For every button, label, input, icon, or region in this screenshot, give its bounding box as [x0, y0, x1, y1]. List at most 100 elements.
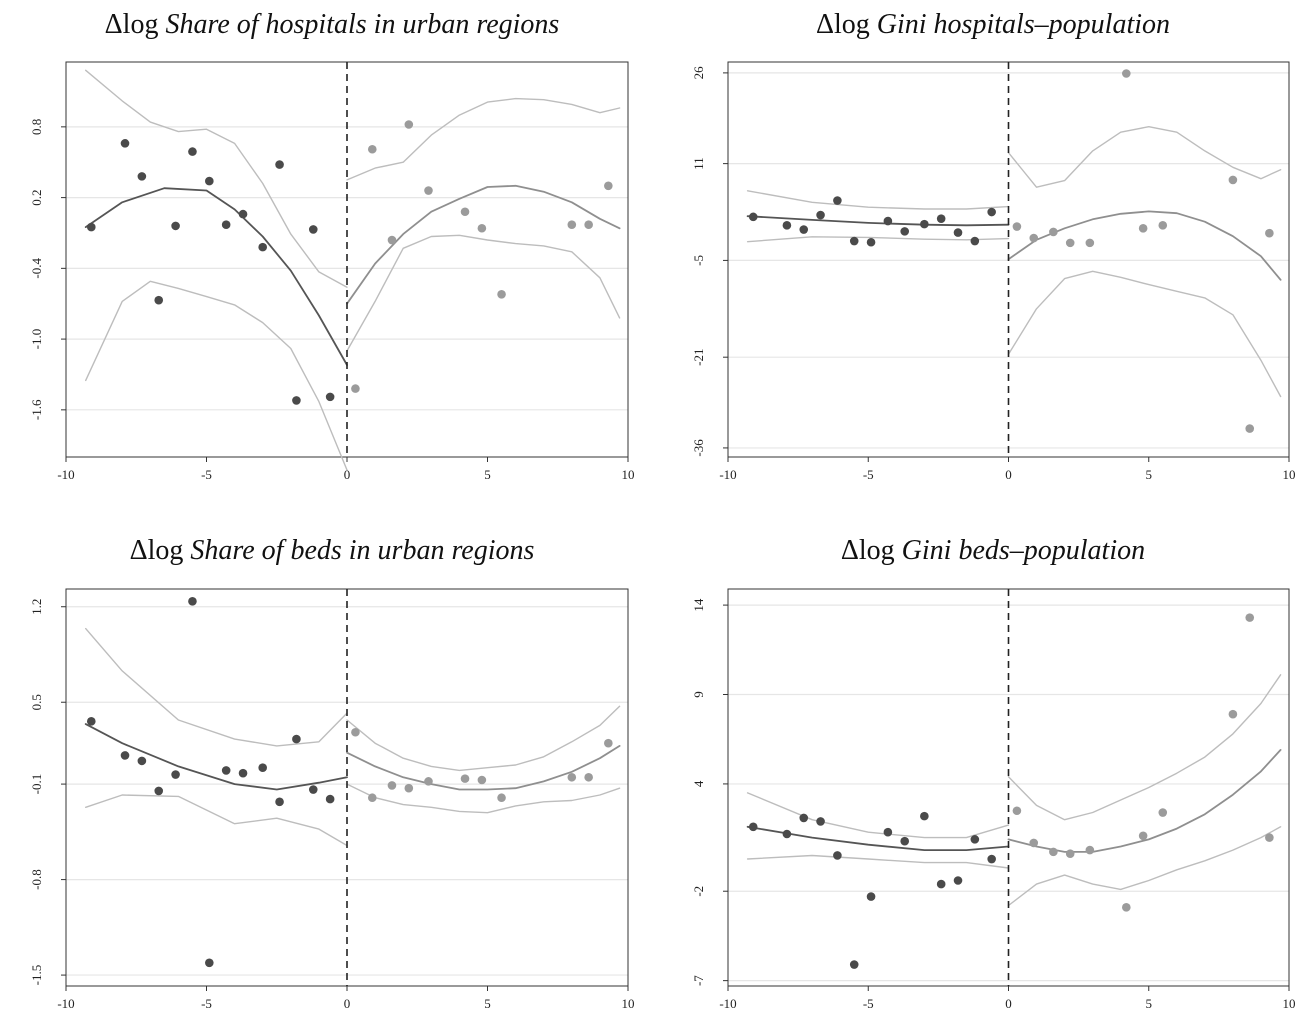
x-tick-label: -5	[201, 467, 212, 482]
data-point-left	[953, 876, 963, 885]
ci-upper-right	[1007, 125, 1282, 188]
fit-line-right	[346, 745, 621, 791]
y-tick-label: -1.5	[29, 965, 44, 986]
data-point-left	[86, 222, 96, 232]
data-point-right	[1012, 222, 1022, 231]
data-point-right	[1245, 424, 1255, 433]
data-point-right	[404, 783, 414, 793]
data-point-left	[883, 827, 893, 837]
data-point-left	[866, 237, 876, 247]
title-variable: Share of beds in urban regions	[190, 535, 534, 566]
data-point-right	[1122, 903, 1131, 912]
data-point-right	[567, 220, 577, 230]
data-point-right	[584, 220, 593, 230]
data-point-left	[833, 851, 842, 860]
title-variable: Share of hospitals in urban regions	[165, 9, 559, 40]
data-point-right	[497, 793, 506, 803]
data-point-left	[86, 717, 96, 726]
x-tick-label: 10	[1283, 996, 1296, 1011]
data-point-right	[424, 186, 433, 195]
chart-title: Δlog Gini beds–population	[841, 535, 1145, 566]
data-point-left	[120, 751, 130, 760]
data-point-right	[367, 793, 377, 803]
data-point-left	[258, 242, 268, 252]
y-tick-label: -5	[691, 255, 706, 266]
title-variable: Gini hospitals–population	[877, 9, 1170, 40]
y-tick-label: -0.4	[29, 258, 44, 279]
data-point-left	[238, 209, 248, 219]
ci-upper-right	[346, 705, 621, 772]
y-tick-label: -36	[691, 439, 706, 457]
data-point-left	[849, 960, 859, 969]
data-point-right	[1085, 238, 1095, 248]
x-tick-label: 0	[344, 467, 351, 482]
y-tick-label: -2	[691, 886, 706, 897]
data-point-left	[936, 214, 946, 223]
data-point-left	[833, 196, 842, 205]
data-point-left	[970, 835, 980, 844]
x-tick-label: 0	[1005, 467, 1012, 482]
x-tick-label: 0	[1005, 996, 1012, 1011]
data-point-right	[1245, 613, 1255, 622]
y-tick-label: -1.6	[29, 399, 44, 420]
y-tick-label: 0.8	[29, 119, 44, 135]
data-point-right	[460, 207, 470, 217]
data-point-right	[567, 772, 577, 782]
data-point-right	[404, 120, 414, 129]
fit-line-right	[1007, 210, 1282, 281]
title-prefix: Δlog	[841, 535, 902, 566]
data-point-left	[816, 817, 825, 826]
data-point-left	[188, 596, 197, 606]
data-point-right	[1065, 238, 1075, 248]
data-point-right	[424, 777, 433, 786]
data-point-left	[258, 763, 268, 773]
data-point-left	[188, 147, 197, 156]
ci-lower-right	[346, 783, 621, 814]
data-point-right	[477, 223, 487, 233]
data-point-right	[604, 181, 613, 191]
ci-lower-left	[84, 794, 348, 847]
data-point-right	[1065, 849, 1075, 858]
chart-title: Δlog Share of beds in urban regions	[130, 535, 535, 566]
data-point-right	[1228, 709, 1238, 719]
data-point-right	[1122, 69, 1131, 78]
data-point-left	[238, 768, 248, 778]
chart-panel-3: Δlog Share of beds in urban regions 1.2 0.…	[29, 535, 635, 1011]
data-point-right	[1158, 221, 1168, 230]
x-tick-label: -5	[201, 996, 212, 1011]
data-point-left	[782, 221, 792, 230]
data-point-left	[748, 822, 758, 832]
x-tick-label: -10	[719, 467, 736, 482]
data-point-left	[953, 228, 963, 237]
data-point-left	[221, 220, 231, 230]
data-point-right	[497, 289, 506, 299]
data-point-right	[477, 775, 487, 785]
chart-title: Δlog Share of hospitals in urban regions	[105, 9, 560, 40]
data-point-left	[987, 207, 996, 217]
y-tick-label: -0.1	[29, 774, 44, 795]
data-point-right	[1085, 845, 1095, 855]
data-point-left	[748, 212, 758, 222]
ci-upper-right	[1007, 674, 1282, 821]
y-tick-label: 4	[691, 780, 706, 787]
ci-lower-left	[746, 236, 1010, 243]
data-point-right	[584, 772, 593, 782]
data-point-left	[221, 766, 231, 775]
title-prefix: Δlog	[105, 9, 166, 40]
data-point-left	[782, 829, 792, 839]
x-tick-label: -5	[863, 467, 874, 482]
data-point-right	[1029, 838, 1039, 848]
data-point-right	[604, 738, 613, 748]
data-point-right	[351, 727, 360, 737]
fit-line-left	[746, 215, 1010, 227]
data-point-left	[866, 892, 876, 901]
title-variable: Gini beds–population	[902, 535, 1145, 566]
data-point-left	[308, 225, 318, 234]
x-tick-label: 5	[1146, 996, 1153, 1011]
data-point-left	[171, 221, 180, 231]
data-point-left	[816, 210, 825, 220]
data-point-left	[883, 216, 893, 226]
ci-upper-left	[84, 69, 348, 288]
y-tick-label: -21	[691, 349, 706, 366]
